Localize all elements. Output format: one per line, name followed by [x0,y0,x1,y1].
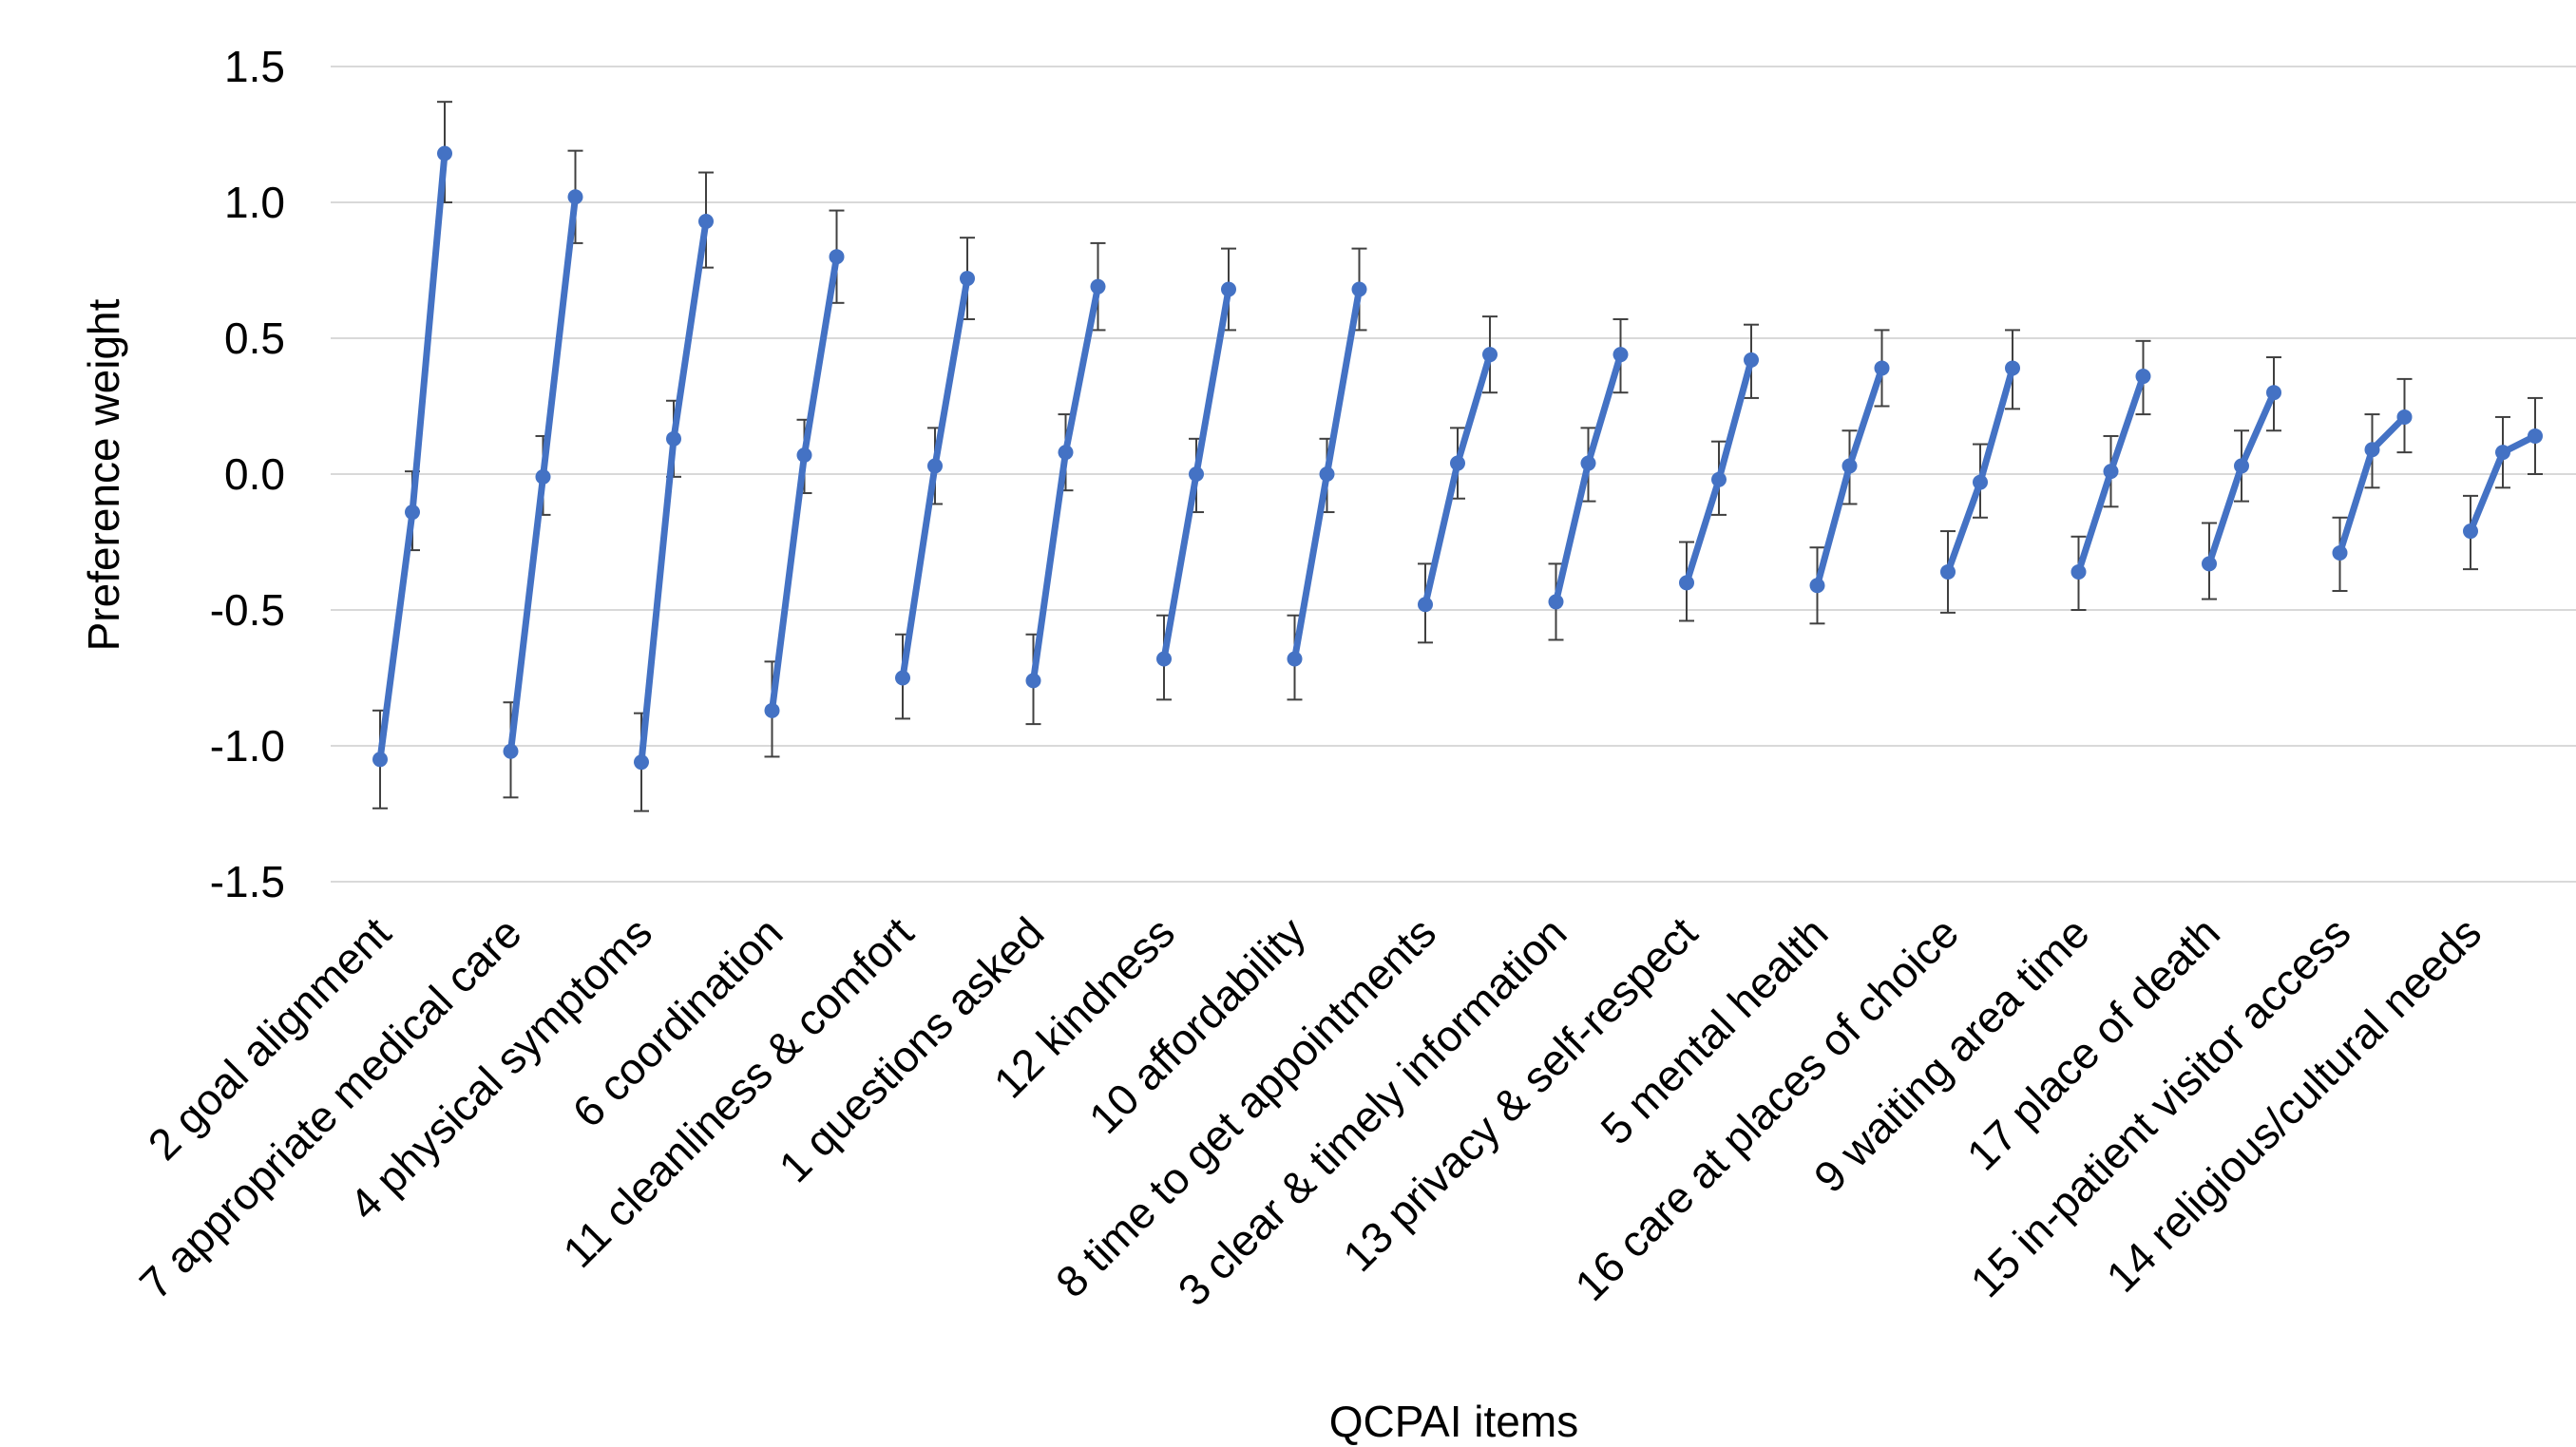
data-point [1679,575,1694,591]
y-tick-label: 0.0 [224,449,285,499]
data-point [2005,360,2020,376]
data-points [372,145,2543,771]
data-point [1058,445,1074,461]
data-point [1450,455,1465,471]
data-point [1940,563,1956,580]
x-category-label: 2 goal alignment [139,907,401,1170]
y-axis-ticks: 1.5 1.0 0.5 0.0 -0.5 -1.0 -1.5 [210,42,285,906]
data-point [2396,409,2413,425]
data-point [437,145,452,162]
data-point [698,214,714,230]
x-category-label: 5 mental health [1591,907,1837,1153]
y-axis-title: Preference weight [79,298,128,651]
data-point [1090,278,1106,295]
data-point [2528,428,2543,444]
data-point [535,468,551,485]
data-point [634,754,649,771]
data-point [1973,474,1988,490]
data-point [1287,651,1303,667]
data-point [764,702,780,718]
data-point [796,447,812,463]
series-line [1814,364,1885,589]
data-point [2103,464,2119,480]
data-point [2463,524,2478,540]
data-point [895,670,910,686]
data-point [2495,445,2510,461]
data-point [2135,369,2151,385]
data-point [1744,352,1759,368]
data-point [567,189,583,205]
y-tick-label: -0.5 [210,585,285,635]
y-tick-label: 1.0 [224,178,285,227]
data-point [405,505,420,521]
data-point [1418,597,1433,613]
data-point [2332,544,2348,561]
data-point [1874,360,1890,376]
data-point [1189,466,1204,482]
y-tick-label: 0.5 [224,314,285,363]
data-point [2234,458,2249,474]
data-point [1841,458,1858,474]
data-point [2202,556,2217,572]
data-point [1319,466,1335,482]
data-point [829,249,845,265]
data-point [2070,563,2087,580]
data-point [1711,471,1727,487]
data-point [1025,673,1041,689]
data-point [666,430,681,447]
gridlines [331,66,2576,883]
series-line [1683,356,1755,586]
y-tick-label: 1.5 [224,42,285,91]
y-tick-label: -1.0 [210,721,285,771]
series-line [638,218,710,766]
y-tick-label: -1.5 [210,857,285,906]
data-point [372,752,388,768]
data-point [1221,281,1236,297]
data-point [1156,651,1172,667]
data-point [503,743,519,759]
data-point [1809,578,1825,594]
data-point [1612,347,1629,363]
data-point [1548,594,1564,610]
series-line [376,150,448,763]
x-axis-title: QCPAI items [1329,1397,1578,1446]
data-point [2266,385,2281,401]
data-point [927,458,943,474]
data-point [960,271,975,287]
data-point [1351,281,1367,297]
data-point [2364,442,2380,458]
data-point [1580,455,1596,471]
data-point [1482,347,1498,363]
